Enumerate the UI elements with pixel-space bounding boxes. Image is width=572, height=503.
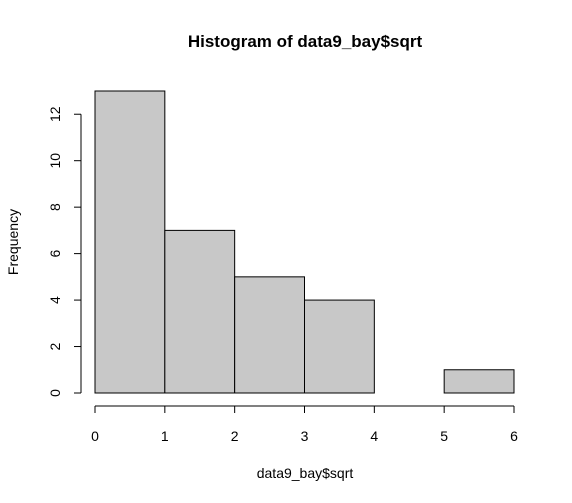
bars-layer bbox=[94, 90, 515, 394]
chart-title: Histogram of data9_bay$sqrt bbox=[188, 32, 423, 51]
y-tick-label: 10 bbox=[47, 153, 63, 169]
y-tick-label: 6 bbox=[47, 250, 63, 258]
x-tick-label: 6 bbox=[510, 428, 518, 444]
y-tick-label: 12 bbox=[47, 106, 63, 122]
y-tick-label: 2 bbox=[47, 342, 63, 350]
histogram-bar-4 bbox=[304, 299, 375, 394]
y-tick-label: 0 bbox=[47, 389, 63, 397]
x-tick-label: 5 bbox=[440, 428, 448, 444]
histogram-bar-1 bbox=[94, 90, 166, 394]
x-tick-label: 1 bbox=[161, 428, 169, 444]
y-tick-label: 4 bbox=[47, 296, 63, 304]
y-axis-label: Frequency bbox=[5, 209, 21, 275]
histogram-bar-3 bbox=[234, 276, 306, 394]
y-axis: 0 2 4 6 8 10 12 bbox=[47, 106, 82, 397]
x-tick-label: 2 bbox=[231, 428, 239, 444]
x-tick-label: 0 bbox=[91, 428, 99, 444]
x-axis: 0 1 2 3 4 5 6 bbox=[91, 405, 518, 444]
histogram-bar-6 bbox=[443, 369, 515, 394]
histogram-bar-2 bbox=[164, 229, 236, 394]
x-axis-label: data9_bay$sqrt bbox=[257, 465, 354, 481]
x-tick-label: 3 bbox=[301, 428, 309, 444]
y-tick-label: 8 bbox=[47, 203, 63, 211]
x-tick-label: 4 bbox=[370, 428, 378, 444]
